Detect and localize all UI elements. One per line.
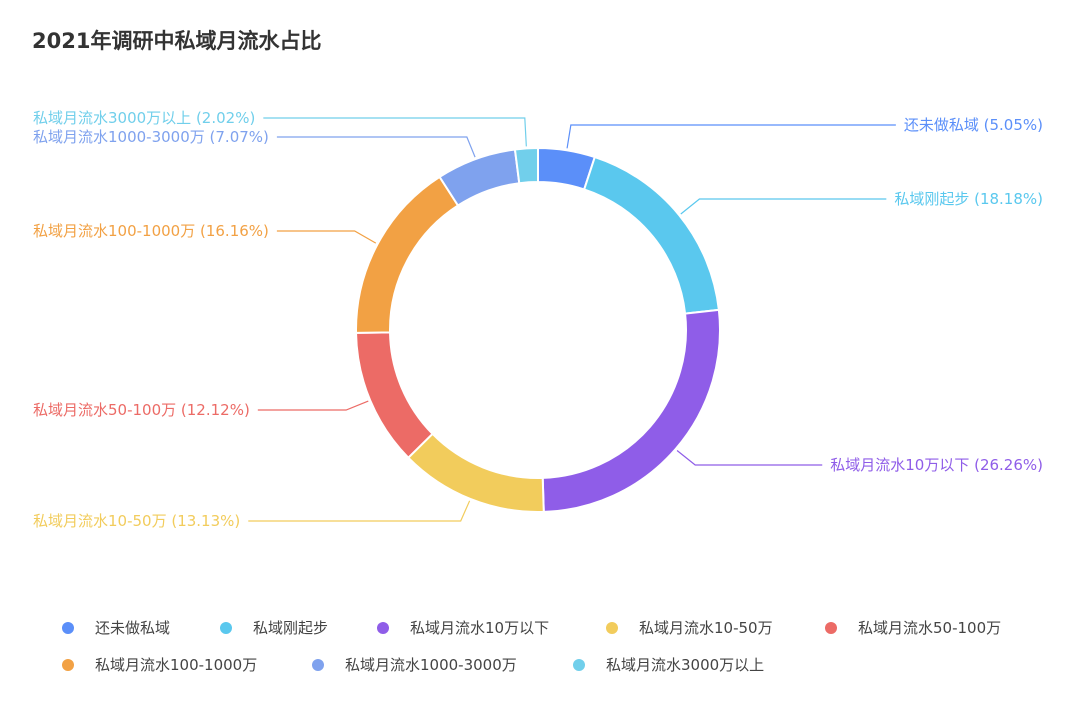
legend-item[interactable]: 私域月流水100-1000万 bbox=[62, 656, 257, 674]
legend-dot bbox=[62, 659, 74, 671]
legend-dot bbox=[606, 622, 618, 634]
legend-item[interactable]: 私域月流水50-100万 bbox=[825, 619, 1001, 637]
slice-label: 私域月流水3000万以上 (2.02%) bbox=[33, 109, 255, 127]
legend-item[interactable]: 私域月流水10万以下 bbox=[377, 619, 549, 637]
legend-dot bbox=[62, 622, 74, 634]
donut-slice bbox=[582, 155, 720, 315]
legend-dot bbox=[220, 622, 232, 634]
legend-dot bbox=[825, 622, 837, 634]
donut-slice bbox=[406, 432, 545, 513]
legend-item[interactable]: 私域月流水1000-3000万 bbox=[312, 656, 517, 674]
leader-line bbox=[276, 230, 377, 244]
legend-label: 私域月流水10万以下 bbox=[410, 619, 549, 637]
legend: 还未做私域 私域刚起步 私域月流水10万以下 私域月流水10-50万 私域月流水50-1… bbox=[62, 619, 1001, 674]
chart-title: 2021年调研中私域月流水占比 bbox=[32, 29, 321, 53]
legend-label: 私域月流水50-100万 bbox=[858, 619, 1001, 637]
leader-line bbox=[263, 117, 527, 147]
leader-line bbox=[566, 124, 896, 149]
legend-item[interactable]: 还未做私域 bbox=[62, 619, 170, 637]
legend-label: 私域月流水100-1000万 bbox=[95, 656, 257, 674]
slice-label: 私域刚起步 (18.18%) bbox=[894, 190, 1043, 208]
slice-label: 私域月流水10-50万 (13.13%) bbox=[33, 512, 240, 530]
legend-item[interactable]: 私域刚起步 bbox=[220, 619, 328, 637]
leader-line bbox=[276, 136, 476, 158]
leader-line bbox=[676, 450, 823, 466]
donut-slice bbox=[541, 308, 721, 513]
legend-dot bbox=[312, 659, 324, 671]
leader-line bbox=[257, 400, 369, 411]
legend-label: 还未做私域 bbox=[95, 619, 170, 637]
leader-lines bbox=[248, 117, 896, 522]
donut-slice bbox=[438, 148, 521, 207]
slice-label: 私域月流水100-1000万 (16.16%) bbox=[33, 222, 269, 240]
donut-slice bbox=[355, 175, 460, 334]
donut-slice bbox=[513, 146, 539, 185]
legend-label: 私域刚起步 bbox=[253, 619, 328, 637]
legend-label: 私域月流水3000万以上 bbox=[606, 656, 764, 674]
legend-label: 私域月流水1000-3000万 bbox=[345, 656, 517, 674]
legend-dot bbox=[377, 622, 389, 634]
donut-slice bbox=[355, 331, 434, 460]
legend-label: 私域月流水10-50万 bbox=[639, 619, 773, 637]
slice-label: 私域月流水50-100万 (12.12%) bbox=[33, 401, 250, 419]
slice-label: 还未做私域 (5.05%) bbox=[904, 116, 1043, 134]
slice-label: 私域月流水1000-3000万 (7.07%) bbox=[33, 128, 269, 146]
leader-line bbox=[680, 198, 887, 215]
leader-line bbox=[248, 500, 471, 522]
legend-item[interactable]: 私域月流水10-50万 bbox=[606, 619, 773, 637]
slice-labels: 还未做私域 (5.05%) 私域刚起步 (18.18%) 私域月流水10万以下 (2… bbox=[33, 109, 1043, 530]
slices-layer bbox=[355, 146, 721, 513]
legend-item[interactable]: 私域月流水3000万以上 bbox=[573, 656, 764, 674]
slice-label: 私域月流水10万以下 (26.26%) bbox=[830, 456, 1043, 474]
legend-dot bbox=[573, 659, 585, 671]
